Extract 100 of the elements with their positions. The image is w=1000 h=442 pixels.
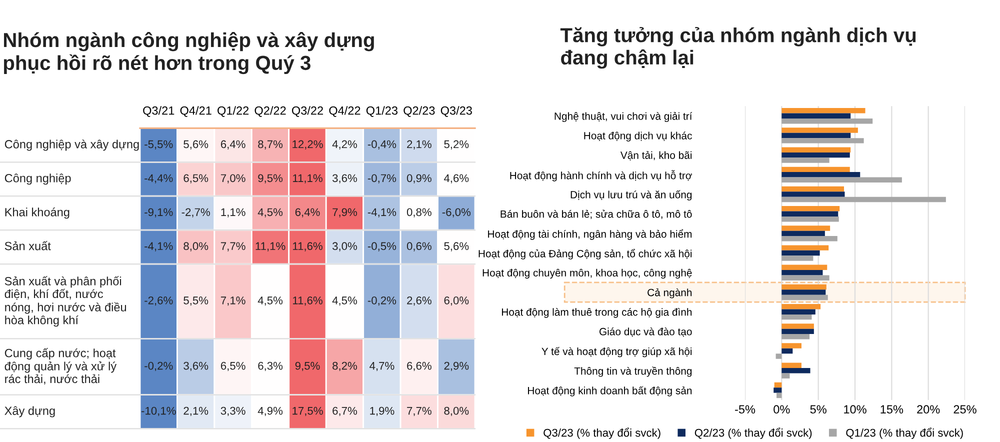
data-label: 3,3%	[220, 406, 246, 416]
bar	[782, 216, 839, 222]
y-tick-label: Xây dựng	[4, 406, 55, 418]
legend-label: Q1/23 (% thay đổi svck)	[846, 428, 963, 439]
data-label: 12,2%	[292, 140, 323, 150]
y-tick-label: Bán buôn và bán lẻ; sửa chữa ô tô, mô tô	[500, 210, 692, 219]
bar	[782, 152, 850, 158]
data-label: -6,0%	[442, 208, 471, 218]
bar	[782, 211, 838, 216]
data-label: 7,9%	[332, 208, 357, 218]
bar	[774, 388, 782, 393]
x-tick-label: Q2/22	[254, 106, 286, 117]
data-label: 5,6%	[184, 140, 208, 150]
bar	[782, 314, 812, 320]
bar	[782, 245, 829, 250]
data-label: 6,7%	[332, 406, 357, 416]
x-tick-label: Q3/22	[292, 106, 323, 117]
y-tick-label: Hoạt động hành chính và dịch vụ hỗ trợ	[510, 170, 692, 182]
bar	[782, 226, 830, 231]
data-label: 5,6%	[444, 242, 469, 252]
bar	[782, 158, 830, 163]
legend-label: Q2/23 (% thay đổi svck)	[694, 428, 812, 439]
x-tick-label: Q2/23	[404, 106, 435, 117]
data-label: -4,4%	[144, 174, 173, 184]
data-label: 7,1%	[220, 296, 246, 306]
data-label: -2,6%	[144, 296, 173, 306]
x-tick-label: 20%	[917, 405, 940, 414]
bar	[782, 192, 845, 197]
data-label: 6,0%	[444, 296, 469, 306]
y-tick-label: Sản xuất	[4, 241, 51, 250]
bar	[782, 324, 814, 329]
data-label: 11,1%	[293, 174, 322, 184]
bar	[782, 368, 810, 374]
bar	[774, 382, 782, 388]
data-label: 9,5%	[258, 174, 283, 184]
data-label: 1,9%	[370, 406, 394, 416]
legend-label: Q3/23 (% thay đổi svck)	[544, 428, 660, 439]
data-label: 4,7%	[370, 362, 394, 372]
data-label: 11,6%	[293, 296, 322, 306]
y-tick-label: Hoạt động làm thuê trong các hộ gia đình	[502, 308, 692, 318]
x-tick-label: Q4/21	[180, 106, 212, 117]
data-label: -2,7%	[182, 208, 210, 218]
bar	[782, 113, 851, 118]
data-label: 6,5%	[184, 174, 208, 184]
data-label: 17,5%	[292, 406, 323, 416]
data-label: -0,2%	[144, 362, 173, 372]
bar	[782, 343, 802, 348]
y-tick-label: Khai khoáng	[5, 208, 70, 219]
data-label: 8,7%	[258, 140, 283, 150]
data-label: 6,4%	[220, 140, 246, 150]
data-label: 2,6%	[407, 296, 432, 306]
data-label: 8,0%	[184, 242, 208, 252]
data-label: -5,5%	[144, 140, 173, 150]
data-label: 8,0%	[444, 406, 469, 416]
bar	[776, 354, 782, 359]
bar	[782, 348, 793, 354]
x-tick-label: 10%	[844, 405, 866, 414]
data-label: 2,1%	[407, 140, 432, 150]
data-label: 11,1%	[256, 242, 286, 252]
data-label: -0,2%	[368, 296, 396, 306]
bar	[776, 392, 782, 398]
data-label: 7,7%	[407, 406, 432, 416]
bar	[782, 177, 902, 182]
data-label: 11,6%	[293, 242, 322, 252]
y-tick-label: Nghệ thuật, vui chơi và giải trí	[554, 112, 692, 122]
y-tick-label: Hoạt động chuyên môn, khoa học, công nghệ	[482, 268, 692, 279]
data-label: 7,7%	[220, 242, 246, 252]
x-tick-label: 25%	[954, 405, 976, 414]
bar	[782, 304, 821, 310]
bar	[782, 172, 860, 178]
data-label: 0,6%	[406, 242, 432, 252]
data-label: 4,2%	[332, 140, 357, 150]
bar	[782, 328, 814, 334]
data-label: -0,7%	[368, 174, 396, 184]
x-tick-label: 5%	[810, 405, 826, 414]
data-label: 4,5%	[258, 208, 283, 218]
y-tick-label: Y tế và hoạt động trợ giúp xã hội	[542, 347, 692, 358]
x-tick-label: Q3/21	[143, 106, 174, 117]
bar	[782, 230, 825, 236]
y-tick-label: Sản xuất và phân phối điện, khí đốt, nước nóng, hơi nước và điều hòa không khí	[4, 276, 126, 327]
bar	[782, 108, 866, 114]
chart-title: Nhóm ngành công nghiệp và xây dựng phục hồi rõ nét hơn trong Quý 3	[4, 32, 374, 74]
y-tick-label: Công nghiệp	[4, 174, 71, 185]
bar	[782, 128, 858, 133]
bar	[782, 186, 844, 192]
bar	[782, 250, 820, 256]
bar	[782, 166, 850, 172]
data-label: 4,6%	[444, 174, 469, 184]
y-tick-label: Dịch vụ lưu trú và ăn uống	[570, 190, 692, 200]
bar	[782, 275, 830, 280]
data-label: -0,5%	[368, 242, 396, 252]
data-label: -4,1%	[144, 242, 173, 252]
bar	[782, 270, 823, 276]
data-label: 6,3%	[258, 362, 283, 372]
y-tick-label: Vận tải, kho bãi	[620, 151, 692, 160]
bar	[782, 284, 826, 290]
data-label: -0,4%	[368, 140, 396, 150]
data-label: 0,9%	[406, 174, 432, 184]
bar	[782, 132, 851, 138]
x-tick-label: 15%	[880, 405, 904, 414]
